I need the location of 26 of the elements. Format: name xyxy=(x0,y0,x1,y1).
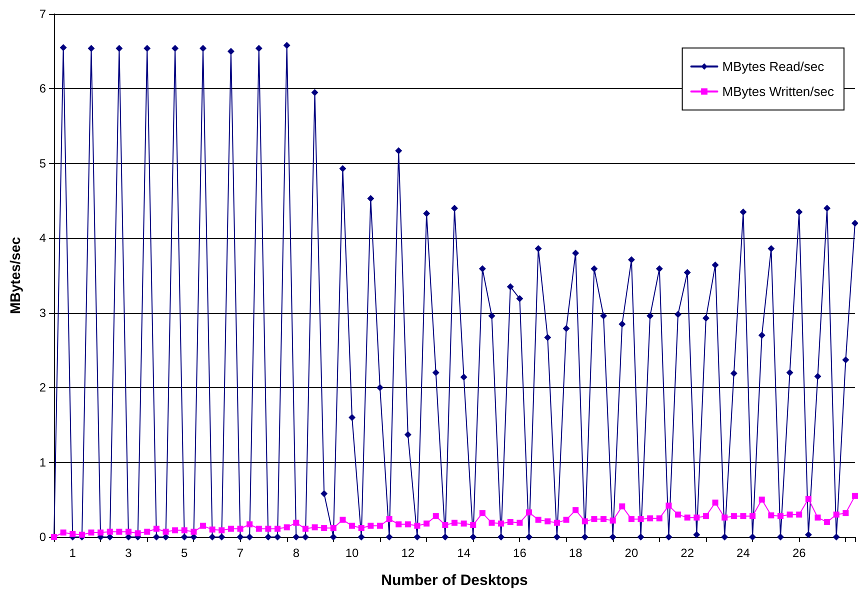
legend-label: MBytes Written/sec xyxy=(722,84,834,99)
y-tick-label: 6 xyxy=(39,82,46,96)
x-tick-label: 5 xyxy=(181,546,188,560)
x-tick-label: 7 xyxy=(236,546,244,560)
y-tick-label: 1 xyxy=(39,455,46,470)
x-tick-label: 14 xyxy=(457,546,471,560)
x-tick-label: 22 xyxy=(680,546,694,560)
x-tick-label: 18 xyxy=(568,546,583,560)
y-axis-title: MBytes/sec xyxy=(7,236,23,314)
x-tick-label: 8 xyxy=(292,546,300,560)
x-tick-label: 3 xyxy=(125,546,132,560)
y-tick-label: 0 xyxy=(39,530,46,544)
legend-label: MBytes Read/sec xyxy=(722,59,825,74)
x-axis-title: Number of Desktops xyxy=(381,572,528,589)
y-tick-label: 2 xyxy=(39,380,46,395)
x-tick-label: 26 xyxy=(792,546,806,560)
x-tick-label: 20 xyxy=(624,546,638,560)
y-tick-label: 7 xyxy=(39,7,46,21)
x-tick-label: 24 xyxy=(736,546,750,560)
x-tick-label: 12 xyxy=(401,546,415,560)
x-tick-label: 1 xyxy=(69,546,76,560)
y-tick-label: 4 xyxy=(39,231,46,246)
x-tick-label: 16 xyxy=(513,546,527,560)
y-tick-label: 3 xyxy=(39,306,46,320)
x-tick-label: 10 xyxy=(345,546,360,560)
y-tick-label: 5 xyxy=(39,156,46,170)
